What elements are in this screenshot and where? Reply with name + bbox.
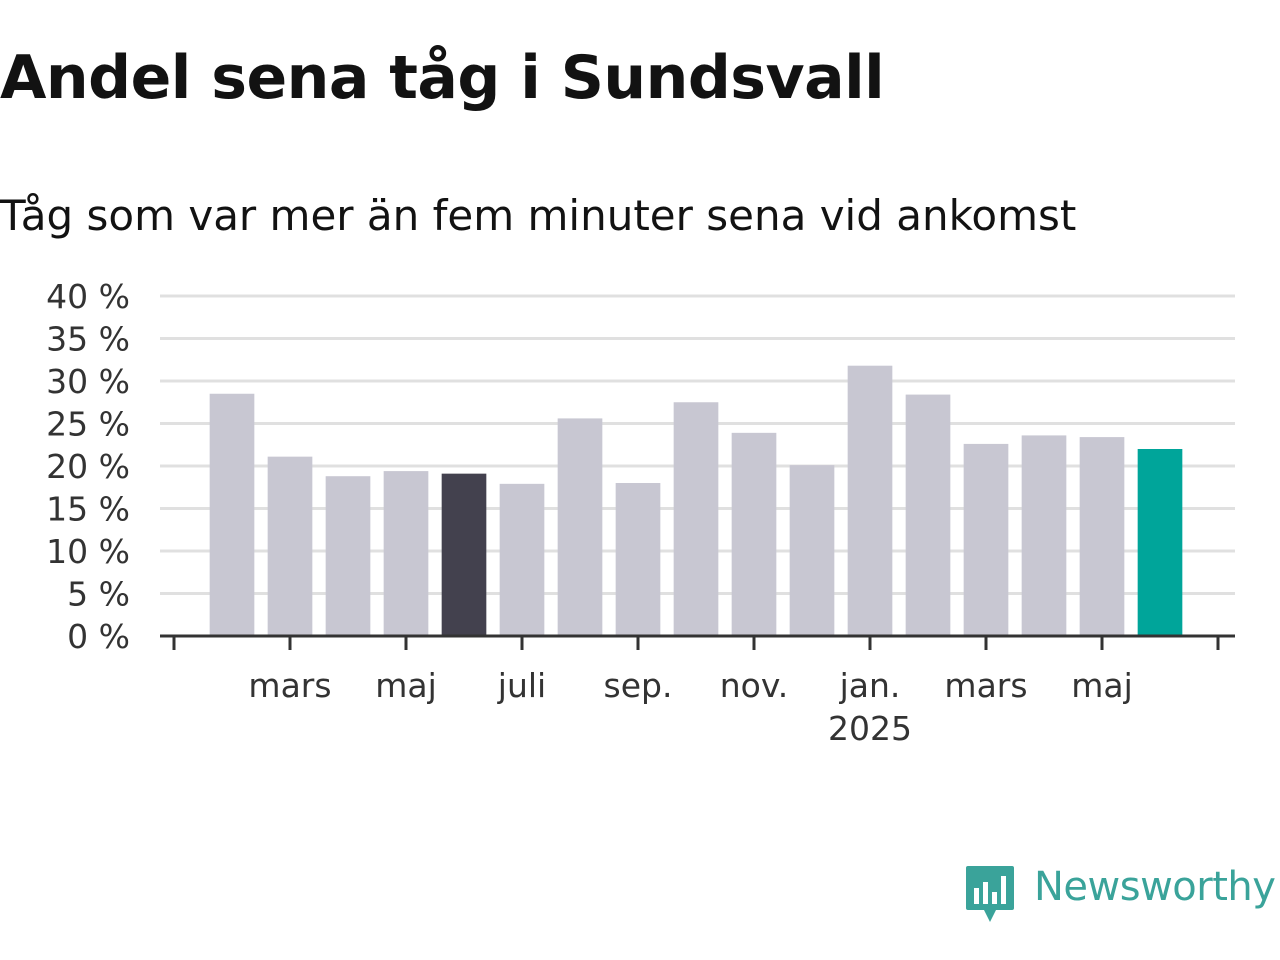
x-tick-label: juli bbox=[497, 666, 546, 705]
x-tick-label: mars bbox=[248, 666, 331, 705]
x-tick-label: mars bbox=[944, 666, 1027, 705]
y-tick-label: 0 % bbox=[67, 617, 130, 656]
y-tick-label: 5 % bbox=[67, 575, 130, 614]
y-tick-label: 20 % bbox=[46, 447, 130, 486]
bar-chart: 0 %5 %10 %15 %20 %25 %30 %35 %40 % mars m… bbox=[46, 277, 1235, 748]
y-tick-label: 25 % bbox=[46, 405, 130, 444]
bar-2024-12 bbox=[789, 465, 835, 636]
x-tick-label: maj bbox=[375, 666, 437, 705]
newsworthy-logo-text: Newsworthy bbox=[1034, 864, 1276, 910]
x-tick-label: maj bbox=[1071, 666, 1133, 705]
newsworthy-logo-icon bbox=[966, 866, 1014, 922]
y-tick-label: 40 % bbox=[46, 277, 130, 316]
bar-2024-03 bbox=[267, 456, 313, 636]
bar-2024-06 bbox=[441, 473, 487, 636]
bar-2025-04 bbox=[1021, 435, 1067, 636]
y-tick-label: 15 % bbox=[46, 490, 130, 529]
y-tick-label: 10 % bbox=[46, 532, 130, 571]
y-tick-label: 35 % bbox=[46, 320, 130, 359]
bar-2025-01 bbox=[847, 365, 893, 636]
bar-2025-06 bbox=[1137, 449, 1183, 636]
bar-2025-05 bbox=[1079, 437, 1125, 636]
bar-2024-05 bbox=[383, 471, 429, 636]
x-tick-label: jan. bbox=[839, 666, 901, 705]
bar-2024-10 bbox=[673, 402, 719, 636]
x-tick-label: sep. bbox=[604, 666, 673, 705]
newsworthy-logo: Newsworthy bbox=[964, 864, 1276, 928]
bar-2024-09 bbox=[615, 483, 661, 636]
bar-2024-07 bbox=[499, 483, 545, 636]
bar-2024-04 bbox=[325, 476, 371, 636]
x-tick-label: nov. bbox=[720, 666, 789, 705]
x-tick-year-label: 2025 bbox=[828, 709, 912, 748]
bars bbox=[209, 365, 1183, 636]
y-axis: 0 %5 % 10 %15 % 20 %25 % 30 %35 % 40 % bbox=[46, 277, 130, 656]
bar-2024-11 bbox=[731, 432, 777, 636]
chart-title: Andel sena tåg i Sundsvall bbox=[0, 43, 885, 113]
y-tick-label: 30 % bbox=[46, 362, 130, 401]
x-axis: mars maj juli sep. nov. jan. 2025 mars maj bbox=[160, 634, 1235, 748]
bar-2025-02 bbox=[905, 394, 951, 636]
bar-2024-08 bbox=[557, 418, 603, 636]
chart-subtitle: Tåg som var mer än fem minuter sena vid … bbox=[0, 191, 1077, 240]
bar-2025-03 bbox=[963, 443, 1009, 636]
bar-2024-02 bbox=[209, 393, 255, 636]
